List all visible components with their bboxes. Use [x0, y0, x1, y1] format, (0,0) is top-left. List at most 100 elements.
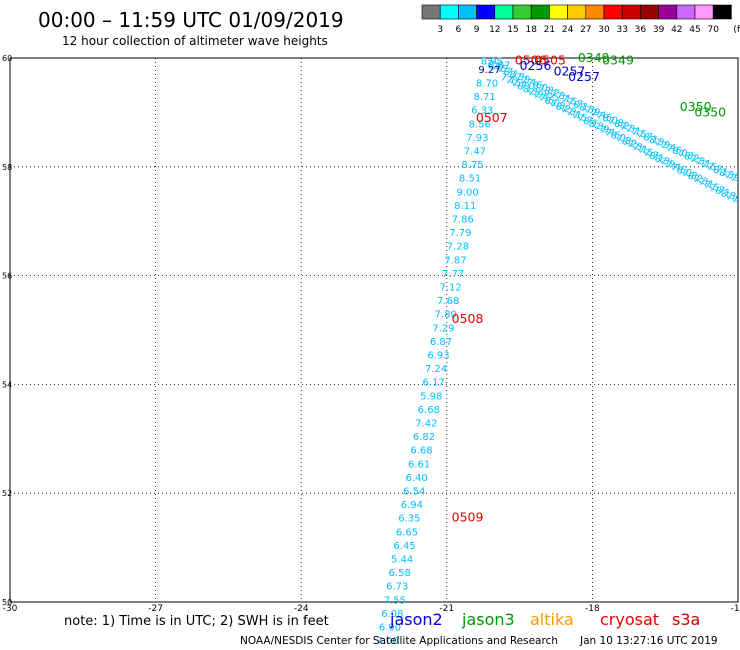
chart-title: 00:00 – 11:59 UTC 01/09/2019 [38, 8, 344, 32]
track-value-label: 7.5 [637, 145, 654, 160]
pass-label: 0349 [578, 50, 610, 65]
data-point-label: 6.94 [401, 500, 423, 511]
colorbar-swatch [640, 4, 659, 20]
colorbar-tick-label: 24 [562, 25, 574, 35]
colorbar-tick-label: 3 [437, 25, 443, 35]
colorbar-swatch [439, 4, 459, 20]
data-point-label: 6.08 [381, 609, 403, 620]
pass-label: 0349 [602, 53, 634, 68]
data-point-label: 7.77 [442, 269, 464, 280]
track-value-label: 7.9 [724, 170, 740, 184]
colorbar-swatch [621, 4, 641, 20]
colorbar-tick-label: 18 [525, 25, 537, 35]
pass-label: 0507 [476, 110, 508, 125]
track-value-label: 8.0 [601, 113, 618, 127]
data-point-label: 8.56 [469, 119, 491, 130]
track-value-label: 7.7 [497, 64, 514, 78]
data-point-label: 8.71 [473, 92, 495, 103]
pass-label: 0257 [568, 69, 600, 84]
track-value-label: 7.8 [677, 148, 694, 162]
track-value-label: 8.2 [620, 136, 637, 151]
data-point-label: 7.12 [440, 282, 462, 293]
track-value-label: 8.1 [572, 99, 589, 113]
track-value-label: 7.5 [700, 159, 717, 173]
data-point-label: 6.73 [386, 582, 408, 593]
data-point-label: 8.51 [459, 174, 481, 185]
colorbar-swatch [476, 4, 496, 20]
track-value-label: 8.0 [671, 145, 688, 159]
track-value-label: 8.0 [532, 80, 549, 94]
plot-frame [9, 57, 739, 603]
track-value-label: 7.8 [537, 83, 554, 97]
track-value-label: 8.3 [521, 84, 538, 99]
track-value-label: 8.1 [712, 164, 729, 178]
data-point-label: 6.61 [408, 459, 430, 470]
data-point-label: 7.47 [464, 146, 486, 157]
track-value-label: 7.8 [615, 133, 632, 148]
track-value-label: 7.6 [736, 197, 740, 212]
track-value-label: 7.7 [708, 182, 725, 197]
data-point-label: 6.65 [396, 527, 418, 538]
track-value-label: 7.1 [625, 124, 642, 138]
track-value-label: 7.4 [730, 194, 740, 209]
colorbar-swatch [512, 4, 532, 20]
legend-entry-cryosat: cryosat [600, 610, 659, 629]
x-tick-label: -21 [439, 604, 454, 614]
colorbar-swatch [530, 4, 550, 20]
track-value-label: 8.1 [502, 67, 519, 81]
data-point-label: 6.17 [423, 378, 445, 389]
track-value-label: 7.5 [561, 94, 578, 108]
colorbar-swatch [603, 4, 623, 20]
track-value-label: 8.3 [587, 118, 604, 133]
colorbar-tick-label: 21 [544, 25, 555, 35]
track-value-label: 7.7 [642, 147, 659, 162]
data-point-label: 5.98 [420, 391, 442, 402]
colorbar-swatch [676, 4, 696, 20]
track-value-label: 7.1 [499, 72, 516, 87]
legend-entry-jason3: jason3 [461, 610, 515, 629]
data-point-label: 8.70 [476, 78, 498, 89]
data-point-label: 7.93 [466, 133, 488, 144]
y-tick-label: 56 [2, 272, 12, 281]
colorbar-tick-label: 15 [507, 25, 518, 35]
track-value-label: 7.9 [593, 121, 610, 136]
track-value-label: 7.3 [619, 121, 636, 135]
data-point-label: 7.80 [435, 310, 457, 321]
track-value-label: 7.3 [549, 88, 566, 102]
track-value-label: 7.1 [485, 58, 502, 72]
data-point-label: 7.42 [415, 418, 437, 429]
data-point-label: 6.58 [389, 568, 411, 579]
pass-label: 0506 [515, 53, 547, 68]
data-point-label: 7.86 [452, 214, 474, 225]
track-value-label: 7.1 [555, 91, 572, 105]
colorbar-tick-label: 39 [653, 25, 665, 35]
track-value-label: 7.4 [730, 173, 740, 187]
footer-note: note: 1) Time is in UTC; 2) SWH is in fe… [64, 614, 329, 629]
track-value-label: 7.4 [520, 75, 537, 89]
track-value-label: 8.0 [675, 165, 692, 180]
colorbar-swatch [694, 4, 714, 20]
colorbar-tick-label: 70 [707, 25, 719, 35]
track-value-label: 8.0 [609, 130, 626, 145]
x-tick-label: -18 [585, 604, 600, 614]
legend-entry-altika: altika [530, 610, 574, 629]
track-value-label: 8.3 [578, 102, 595, 116]
colorbar-swatch [712, 4, 732, 20]
colorbar-swatch [494, 4, 514, 20]
track-value-label: 8.1 [714, 185, 731, 200]
colorbar-tick-label: 36 [635, 25, 647, 35]
track-value-label: 7.6 [735, 175, 740, 189]
x-tick-label: -30 [3, 604, 18, 614]
colorbar-swatch [549, 4, 568, 20]
colorbar-unit: (ft) [733, 25, 740, 35]
track-value-label: 7.9 [527, 87, 544, 102]
track-value-label: 8.2 [683, 151, 700, 165]
colorbar-swatch [658, 4, 678, 20]
track-value-label: 7.5 [571, 110, 588, 125]
footer-credit: NOAA/NESDIS Center for Satellite Applica… [240, 635, 558, 647]
track-value-label: 7.4 [664, 159, 681, 174]
y-tick-label: 50 [2, 598, 12, 607]
data-point-label: 6.54 [403, 486, 425, 497]
track-value-label: 7.6 [526, 77, 543, 91]
